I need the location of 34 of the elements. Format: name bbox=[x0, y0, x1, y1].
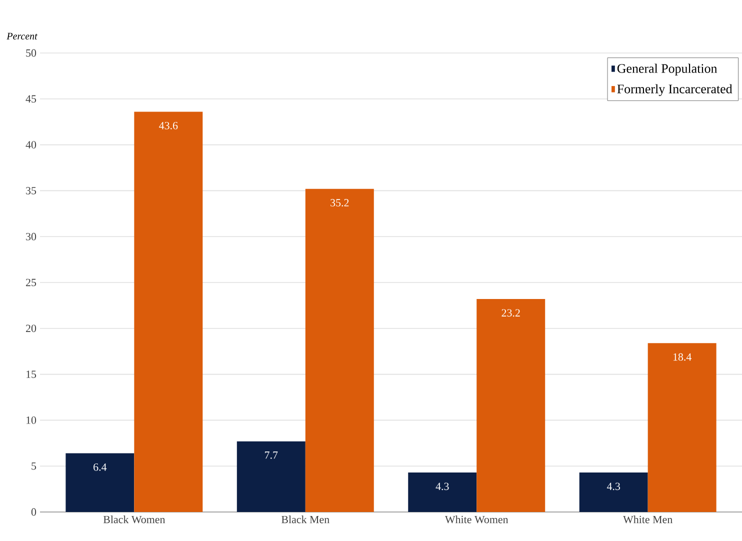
x-tick-label: White Men bbox=[623, 516, 672, 524]
y-tick-label: 20 bbox=[26, 324, 36, 332]
y-tick-label: 15 bbox=[26, 370, 36, 378]
legend-label: Formerly Incarcerated bbox=[617, 84, 732, 96]
bar bbox=[134, 112, 203, 512]
bar bbox=[408, 472, 477, 512]
data-label: 4.3 bbox=[606, 482, 620, 490]
x-tick-label: Black Men bbox=[282, 516, 330, 524]
y-tick-label: 35 bbox=[26, 187, 36, 194]
x-tick-label: Black Women bbox=[103, 516, 166, 524]
legend-label: General Population bbox=[617, 64, 718, 76]
y-tick-label: 50 bbox=[26, 49, 36, 57]
data-label: 4.3 bbox=[436, 482, 449, 490]
y-tick-label: 40 bbox=[26, 141, 36, 148]
y-tick-label: 0 bbox=[31, 508, 36, 516]
bar bbox=[476, 299, 546, 512]
data-label: 43.6 bbox=[159, 122, 178, 130]
data-label: 6.4 bbox=[94, 463, 107, 471]
x-tick-label: White Women bbox=[444, 516, 508, 524]
y-tick-label: 45 bbox=[26, 95, 36, 103]
y-tick-label: 5 bbox=[32, 462, 36, 470]
y-tick-label: 10 bbox=[26, 416, 36, 424]
bar bbox=[579, 472, 648, 512]
data-label: 35.2 bbox=[330, 199, 349, 206]
bar bbox=[648, 343, 716, 512]
y-tick-label: 30 bbox=[26, 232, 36, 240]
bar bbox=[305, 188, 374, 512]
bar bbox=[236, 441, 306, 512]
data-label: 18.4 bbox=[673, 353, 692, 361]
bar bbox=[66, 453, 134, 512]
y-axis-title: Percent bbox=[6, 32, 38, 40]
data-label: 7.7 bbox=[265, 452, 278, 459]
data-label: 23.2 bbox=[502, 309, 520, 317]
y-tick-label: 25 bbox=[26, 278, 36, 286]
